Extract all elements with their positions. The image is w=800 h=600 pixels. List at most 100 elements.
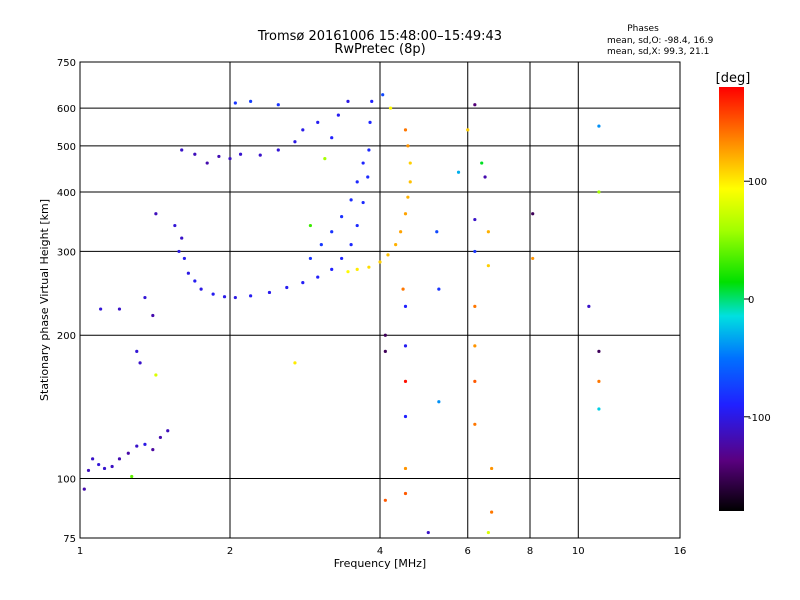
stats-line-x: mean, sd,X: 99.3, 21.1 [607, 47, 709, 57]
data-point [117, 307, 122, 311]
x-tick-label: 10 [572, 546, 585, 557]
data-point [301, 128, 305, 132]
data-point [166, 429, 170, 433]
data-point [330, 230, 334, 234]
data-point [323, 157, 327, 161]
data-point [483, 175, 487, 179]
data-point [406, 195, 410, 199]
data-point [238, 152, 243, 156]
data-point [346, 99, 350, 103]
data-point [276, 148, 280, 152]
x-axis-ticks: 1 2 4 6 8 10 16 [77, 546, 687, 557]
data-point [367, 265, 371, 269]
data-point [401, 287, 405, 291]
y-tick-label: 200 [57, 331, 76, 342]
stats-heading: Phases [627, 24, 659, 34]
data-point [276, 103, 280, 107]
data-point [361, 161, 365, 165]
colorbar-tick-label: -100 [748, 413, 771, 424]
data-point [406, 144, 410, 148]
data-point [117, 457, 122, 461]
data-point [193, 152, 197, 156]
data-point [399, 230, 403, 234]
chart-title: Tromsø 20161006 15:48:00–15:49:43 [257, 29, 502, 44]
data-point [308, 256, 313, 261]
y-tick-label: 100 [57, 475, 76, 486]
data-point [403, 379, 408, 383]
chart-subtitle: RwPretec (8p) [334, 42, 425, 57]
data-point [151, 448, 155, 452]
data-point [473, 103, 477, 107]
y-tick-label: 750 [57, 58, 76, 69]
data-point [173, 223, 177, 228]
data-point [486, 530, 490, 535]
y-tick-label: 400 [57, 188, 76, 199]
data-point [456, 170, 461, 174]
data-point [97, 462, 101, 467]
data-point [381, 93, 385, 97]
data-point [193, 279, 197, 283]
data-point [249, 294, 253, 298]
colorbar [719, 87, 744, 511]
y-axis-label: Stationary phase Virtual Height [km] [38, 199, 51, 401]
data-point [597, 124, 601, 128]
data-point [330, 136, 334, 140]
data-point [403, 491, 408, 496]
data-point [597, 349, 601, 353]
data-point [437, 287, 441, 291]
data-point [126, 451, 130, 455]
data-point [293, 140, 297, 144]
data-point [426, 530, 430, 535]
data-point [437, 400, 441, 404]
data-point [466, 128, 470, 132]
y-axis-ticks: 75 100 200 300 400 500 600 750 [57, 58, 76, 545]
data-point [403, 344, 408, 348]
y-tick-label: 600 [57, 104, 76, 115]
data-point [330, 267, 334, 272]
data-point [340, 215, 344, 219]
data-point [480, 161, 484, 165]
data-point [135, 444, 139, 448]
data-point [293, 361, 297, 365]
x-tick-label: 4 [377, 546, 383, 557]
data-points [82, 93, 601, 535]
data-point [91, 457, 95, 461]
data-point [249, 99, 253, 103]
data-point [403, 212, 408, 216]
data-point [154, 373, 158, 377]
data-point [486, 230, 490, 234]
data-point [587, 304, 591, 308]
data-point [102, 466, 107, 471]
data-point [408, 180, 412, 184]
data-point [366, 175, 370, 179]
data-point [361, 200, 365, 205]
data-point [490, 510, 494, 514]
data-point [597, 379, 601, 383]
data-point [383, 498, 387, 502]
data-point [86, 468, 91, 473]
x-tick-label: 16 [674, 546, 687, 557]
data-point [355, 223, 359, 228]
data-point [258, 153, 262, 157]
data-point [349, 198, 353, 202]
data-point [408, 161, 412, 165]
gridlines [80, 62, 680, 538]
data-point [597, 190, 601, 194]
plot-area: 1 2 4 6 8 10 16 75 100 200 300 400 500 600 750 [57, 58, 686, 557]
data-point [222, 295, 227, 299]
data-point [99, 307, 103, 311]
data-point [130, 474, 134, 479]
data-point [143, 295, 147, 300]
data-point [151, 313, 155, 318]
data-point [186, 271, 190, 275]
data-point [473, 422, 477, 426]
data-point [143, 442, 147, 446]
data-point [473, 217, 477, 222]
data-point [490, 466, 494, 471]
data-point [301, 280, 305, 285]
data-point [531, 256, 535, 261]
data-point [154, 212, 158, 216]
data-point [267, 290, 272, 295]
data-point [394, 243, 398, 247]
x-tick-label: 2 [227, 546, 233, 557]
